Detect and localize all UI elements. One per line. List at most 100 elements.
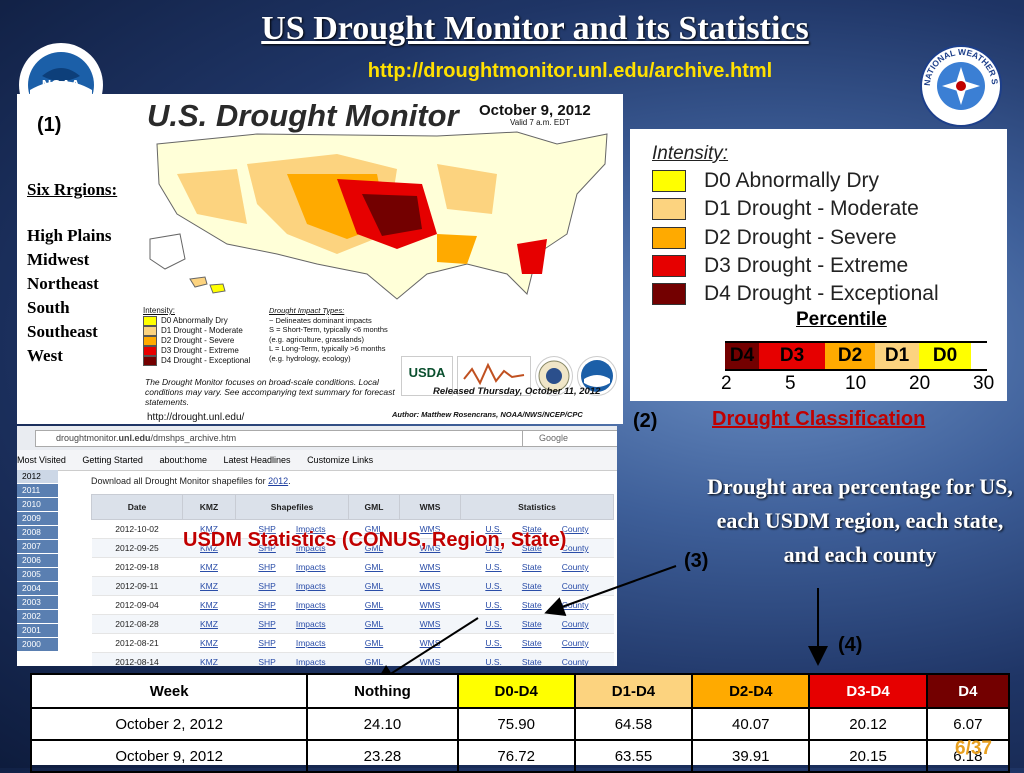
kmz-link[interactable]: KMZ bbox=[200, 638, 218, 648]
tick-label: 30 bbox=[973, 373, 995, 394]
nws-seal-icon: NATIONAL WEATHER SERVICE bbox=[917, 37, 1002, 127]
us-link[interactable]: U.S. bbox=[485, 543, 502, 553]
us-link[interactable]: U.S. bbox=[485, 524, 502, 534]
us-link[interactable]: U.S. bbox=[485, 581, 502, 591]
shp-link[interactable]: SHP bbox=[258, 619, 276, 629]
year-link[interactable]: 2000 bbox=[17, 638, 58, 652]
stats-column-header: Week bbox=[29, 673, 309, 709]
year-link[interactable]: 2001 bbox=[17, 624, 58, 638]
impacts-link[interactable]: Impacts bbox=[295, 657, 326, 666]
year-link[interactable]: 2008 bbox=[17, 526, 58, 540]
county-link[interactable]: County bbox=[561, 581, 589, 591]
gml-link[interactable]: GML bbox=[364, 543, 384, 553]
impacts-link[interactable]: Impacts bbox=[295, 619, 326, 629]
bookmark-item[interactable]: Latest Headlines bbox=[223, 455, 291, 465]
shp-link[interactable]: SHP bbox=[258, 581, 276, 591]
county-link[interactable]: County bbox=[561, 638, 589, 648]
state-link[interactable]: State bbox=[521, 581, 542, 591]
shp-link[interactable]: SHP bbox=[258, 638, 276, 648]
shp-link[interactable]: SHP bbox=[258, 524, 276, 534]
wms-link[interactable]: WMS bbox=[419, 562, 441, 572]
download-year-link[interactable]: 2012 bbox=[268, 476, 289, 486]
county-link[interactable]: County bbox=[561, 524, 589, 534]
wms-link[interactable]: WMS bbox=[419, 638, 441, 648]
county-link[interactable]: County bbox=[561, 600, 589, 610]
row-date: 2012-08-28 bbox=[91, 614, 183, 634]
county-link[interactable]: County bbox=[561, 562, 589, 572]
link-cell: U.S. State County bbox=[460, 614, 614, 634]
gml-link[interactable]: GML bbox=[364, 524, 384, 534]
impacts-link[interactable]: Impacts bbox=[295, 543, 326, 553]
county-link[interactable]: County bbox=[561, 543, 589, 553]
wms-link[interactable]: WMS bbox=[419, 543, 441, 553]
year-link[interactable]: 2005 bbox=[17, 568, 58, 582]
slide-url[interactable]: http://droughtmonitor.unl.edu/archive.ht… bbox=[367, 60, 773, 82]
kmz-link[interactable]: KMZ bbox=[200, 600, 218, 610]
state-link[interactable]: State bbox=[521, 524, 542, 534]
wms-link[interactable]: WMS bbox=[419, 657, 441, 666]
wms-link[interactable]: WMS bbox=[419, 524, 441, 534]
kmz-link[interactable]: KMZ bbox=[200, 619, 218, 629]
us-link[interactable]: U.S. bbox=[485, 638, 502, 648]
drought-classification-link[interactable]: Drought Classification bbox=[712, 408, 926, 430]
county-link[interactable]: County bbox=[561, 619, 589, 629]
stats-table: Week Nothing D0-D4 D1-D4 D2-D4 D3-D4 D4 Octobe… bbox=[29, 673, 1011, 773]
state-link[interactable]: State bbox=[521, 562, 542, 572]
search-box[interactable]: Google bbox=[522, 430, 617, 447]
wms-link[interactable]: WMS bbox=[419, 600, 441, 610]
bookmark-item[interactable]: about:home bbox=[159, 455, 207, 465]
bookmark-item[interactable]: Most Visited bbox=[17, 455, 66, 465]
state-link[interactable]: State bbox=[521, 638, 542, 648]
shp-link[interactable]: SHP bbox=[258, 562, 276, 572]
gml-link[interactable]: GML bbox=[364, 562, 384, 572]
gml-link[interactable]: GML bbox=[364, 619, 384, 629]
impacts-link[interactable]: Impacts bbox=[295, 638, 326, 648]
impacts-link[interactable]: Impacts bbox=[295, 581, 326, 591]
year-link[interactable]: 2011 bbox=[17, 484, 58, 498]
year-link[interactable]: 2012 bbox=[17, 470, 58, 484]
address-bar[interactable]: droughtmonitor.unl.edu/dmshps_archive.ht… bbox=[35, 430, 537, 447]
year-link[interactable]: 2006 bbox=[17, 554, 58, 568]
kmz-link[interactable]: KMZ bbox=[200, 562, 218, 572]
wms-link[interactable]: WMS bbox=[419, 581, 441, 591]
state-link[interactable]: State bbox=[521, 619, 542, 629]
bookmark-item[interactable]: Getting Started bbox=[82, 455, 143, 465]
year-link[interactable]: 2007 bbox=[17, 540, 58, 554]
panel-4-description: Drought area percentage for US, each USD… bbox=[707, 474, 1013, 567]
map-url[interactable]: http://drought.unl.edu/ bbox=[147, 412, 245, 423]
state-link[interactable]: State bbox=[521, 657, 542, 666]
bookmark-item[interactable]: Customize Links bbox=[307, 455, 374, 465]
link-cell: WMS bbox=[399, 595, 461, 615]
gml-link[interactable]: GML bbox=[364, 581, 384, 591]
shp-link[interactable]: SHP bbox=[258, 657, 276, 666]
us-link[interactable]: U.S. bbox=[485, 562, 502, 572]
impact-line: (e.g. agriculture, grasslands) bbox=[269, 334, 365, 344]
stats-cell: 39.91 bbox=[691, 739, 811, 773]
year-link[interactable]: 2002 bbox=[17, 610, 58, 624]
kmz-link[interactable]: KMZ bbox=[200, 543, 218, 553]
year-sidebar: 2012 2011 2010 2009 2008 2007 2006 2005 2004 2003… bbox=[17, 470, 58, 652]
wms-link[interactable]: WMS bbox=[419, 619, 441, 629]
link-cell: SHP Impacts bbox=[235, 614, 349, 634]
year-link[interactable]: 2003 bbox=[17, 596, 58, 610]
gml-link[interactable]: GML bbox=[364, 600, 384, 610]
kmz-link[interactable]: KMZ bbox=[200, 524, 218, 534]
shp-link[interactable]: SHP bbox=[258, 543, 276, 553]
year-link[interactable]: 2010 bbox=[17, 498, 58, 512]
impacts-link[interactable]: Impacts bbox=[295, 600, 326, 610]
year-link[interactable]: 2004 bbox=[17, 582, 58, 596]
year-link[interactable]: 2009 bbox=[17, 512, 58, 526]
state-link[interactable]: State bbox=[521, 543, 542, 553]
kmz-link[interactable]: KMZ bbox=[200, 657, 218, 666]
gml-link[interactable]: GML bbox=[364, 638, 384, 648]
state-link[interactable]: State bbox=[521, 600, 542, 610]
us-link[interactable]: U.S. bbox=[485, 600, 502, 610]
us-link[interactable]: U.S. bbox=[485, 657, 502, 666]
county-link[interactable]: County bbox=[561, 657, 589, 666]
kmz-link[interactable]: KMZ bbox=[200, 581, 218, 591]
shp-link[interactable]: SHP bbox=[258, 600, 276, 610]
impacts-link[interactable]: Impacts bbox=[295, 562, 326, 572]
impacts-link[interactable]: Impacts bbox=[295, 524, 326, 534]
us-link[interactable]: U.S. bbox=[485, 619, 502, 629]
gml-link[interactable]: GML bbox=[364, 657, 384, 666]
